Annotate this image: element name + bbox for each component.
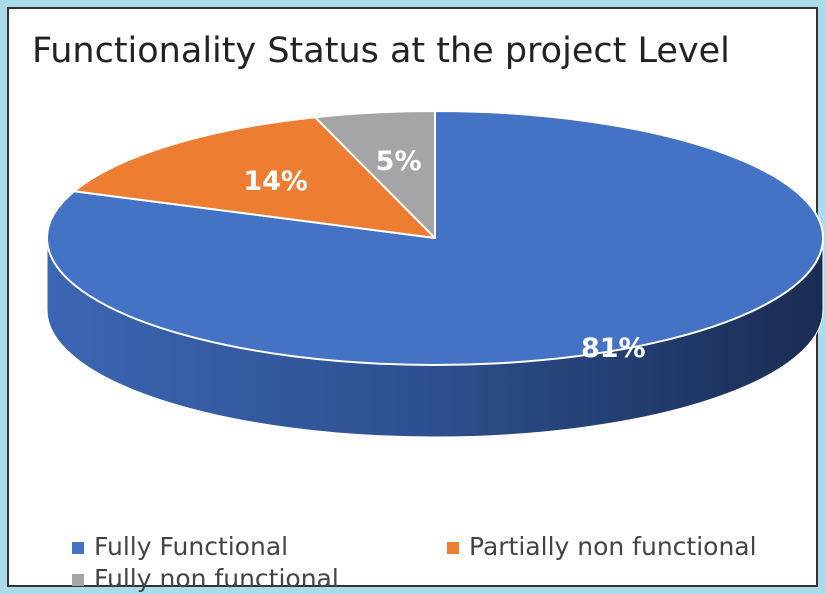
legend-swatch xyxy=(72,574,84,586)
legend-label: Fully Functional xyxy=(94,532,288,561)
legend-swatch xyxy=(447,542,459,554)
data-label: 14% xyxy=(243,166,308,197)
chart-title: Functionality Status at the project Leve… xyxy=(32,31,730,71)
pie-slice xyxy=(314,110,436,239)
legend-label: Partially non functional xyxy=(469,532,757,561)
legend-label: Fully non functional xyxy=(94,564,339,593)
data-label: 81% xyxy=(581,333,646,364)
pie-slice xyxy=(46,110,824,366)
data-label: 5% xyxy=(376,146,422,177)
legend-swatch xyxy=(72,542,84,554)
